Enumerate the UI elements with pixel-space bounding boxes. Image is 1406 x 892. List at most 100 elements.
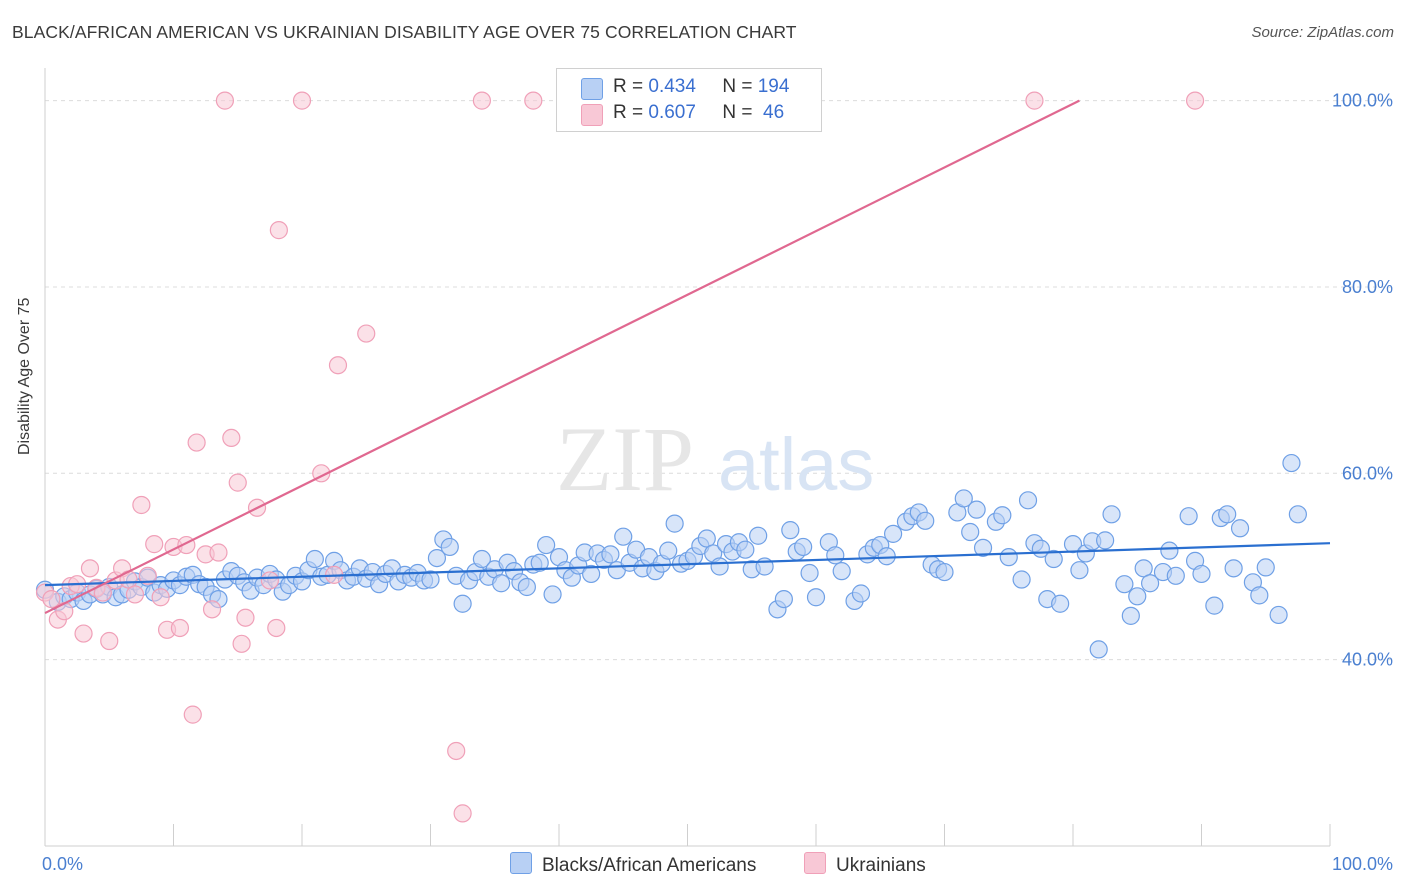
bottom-legend-swatch-blacks — [510, 852, 532, 874]
point-blacks-149 — [1044, 549, 1063, 569]
point-blacks-169 — [1205, 596, 1224, 615]
point-ukrainians-16 — [138, 566, 157, 585]
trend-line-ukrainians — [44, 99, 1080, 615]
point-blacks-113 — [774, 589, 793, 609]
point-blacks-157 — [1102, 505, 1121, 524]
point-ukrainians-31 — [232, 634, 251, 653]
point-blacks-62 — [440, 537, 459, 557]
point-blacks-175 — [1250, 586, 1269, 605]
point-blacks-164 — [1160, 541, 1179, 560]
x-tick-label-100: 100.0% — [1332, 854, 1393, 874]
bottom-legend-label-blacks: Blacks/African Americans — [542, 855, 757, 876]
point-blacks-152 — [1070, 561, 1089, 580]
point-ukrainians-28 — [215, 91, 234, 110]
point-ukrainians-1 — [42, 589, 61, 609]
point-ukrainians-24 — [187, 433, 206, 452]
point-ukrainians-37 — [292, 91, 312, 110]
point-blacks-140 — [973, 538, 993, 557]
point-blacks-84 — [582, 564, 601, 584]
point-blacks-165 — [1166, 566, 1185, 585]
point-blacks-173 — [1230, 519, 1250, 538]
point-ukrainians-43 — [472, 91, 491, 110]
point-blacks-89 — [614, 527, 633, 546]
point-blacks-132 — [916, 511, 935, 530]
point-blacks-87 — [601, 545, 620, 564]
point-blacks-41 — [305, 549, 324, 569]
source-credit: Source: ZipAtlas.com — [1251, 24, 1394, 41]
point-ukrainians-46 — [1025, 91, 1044, 110]
point-blacks-76 — [530, 553, 549, 572]
point-blacks-142 — [993, 506, 1012, 525]
watermark-atlas: atlas — [718, 423, 874, 506]
point-blacks-172 — [1224, 559, 1243, 578]
legend-swatch-blacks — [581, 78, 603, 100]
point-blacks-97 — [665, 514, 684, 533]
x-tick-label-0: 0.0% — [42, 854, 83, 874]
watermark-zip: ZIP — [556, 408, 694, 510]
point-ukrainians-35 — [267, 618, 286, 638]
point-ukrainians-34 — [260, 571, 279, 590]
point-blacks-168 — [1192, 564, 1211, 584]
point-blacks-104 — [710, 557, 729, 576]
bottom-legend-swatch-ukrainians — [804, 852, 826, 874]
point-ukrainians-15 — [132, 495, 151, 515]
point-blacks-145 — [1018, 491, 1038, 510]
legend-r-value-ukrainians: 0.607 — [648, 102, 696, 123]
point-ukrainians-14 — [125, 585, 145, 604]
point-ukrainians-7 — [80, 559, 100, 578]
y-tick-label-60: 60.0% — [1342, 463, 1393, 483]
point-ukrainians-6 — [74, 624, 93, 643]
point-blacks-150 — [1051, 594, 1070, 613]
point-ukrainians-44 — [453, 804, 472, 823]
point-blacks-64 — [453, 594, 472, 613]
point-blacks-156 — [1096, 531, 1115, 550]
point-blacks-139 — [967, 500, 986, 519]
tick-labels: 40.0% 60.0% 80.0% 100.0% 0.0% 100.0% — [42, 91, 1393, 874]
point-blacks-110 — [749, 526, 768, 545]
gridlines — [45, 100, 1392, 661]
legend-n-label: N = — [722, 102, 753, 123]
chart-title: BLACK/AFRICAN AMERICAN VS UKRAINIAN DISA… — [12, 22, 797, 42]
legend: R = 0.434 N = 194 R = 0.607 N = 46 — [556, 68, 822, 132]
point-blacks-144 — [1012, 570, 1031, 589]
axes — [44, 68, 1331, 847]
legend-n-value-ukrainians: 46 — [763, 102, 785, 123]
point-blacks-121 — [832, 562, 851, 581]
point-blacks-96 — [659, 541, 678, 560]
point-ukrainians-47 — [1185, 91, 1205, 110]
point-blacks-117 — [800, 563, 819, 583]
point-blacks-67 — [472, 549, 491, 569]
point-blacks-179 — [1288, 505, 1307, 524]
point-blacks-114 — [781, 521, 800, 540]
point-blacks-59 — [421, 570, 440, 589]
bottom-legend-ukrainians: Ukrainians — [804, 852, 926, 877]
point-ukrainians-23 — [183, 705, 202, 724]
point-blacks-108 — [736, 540, 755, 559]
legend-n-value-blacks: 194 — [757, 76, 790, 97]
legend-r-label: R = — [613, 102, 644, 123]
legend-n-label: N = — [722, 76, 753, 97]
point-blacks-137 — [954, 489, 973, 508]
point-ukrainians-32 — [236, 608, 255, 627]
point-blacks-143 — [999, 548, 1018, 567]
bottom-legend-blacks: Blacks/African Americans — [510, 852, 756, 877]
point-blacks-138 — [961, 522, 980, 542]
legend-r-value-blacks: 0.434 — [648, 76, 696, 97]
watermark: ZIP atlas — [556, 408, 874, 510]
y-tick-label-80: 80.0% — [1342, 277, 1393, 297]
point-ukrainians-10 — [100, 631, 119, 651]
point-ukrainians-17 — [145, 535, 164, 554]
trend-line-blacks — [44, 542, 1331, 587]
point-blacks-77 — [537, 535, 556, 555]
point-blacks-120 — [826, 546, 845, 565]
point-blacks-123 — [851, 584, 871, 603]
point-ukrainians-26 — [202, 600, 222, 619]
point-blacks-177 — [1269, 605, 1288, 625]
point-ukrainians-21 — [170, 618, 190, 638]
point-blacks-118 — [806, 588, 826, 607]
legend-swatch-ukrainians — [581, 104, 603, 126]
point-ukrainians-42 — [447, 741, 466, 761]
point-blacks-135 — [935, 562, 954, 582]
point-blacks-155 — [1089, 640, 1108, 659]
